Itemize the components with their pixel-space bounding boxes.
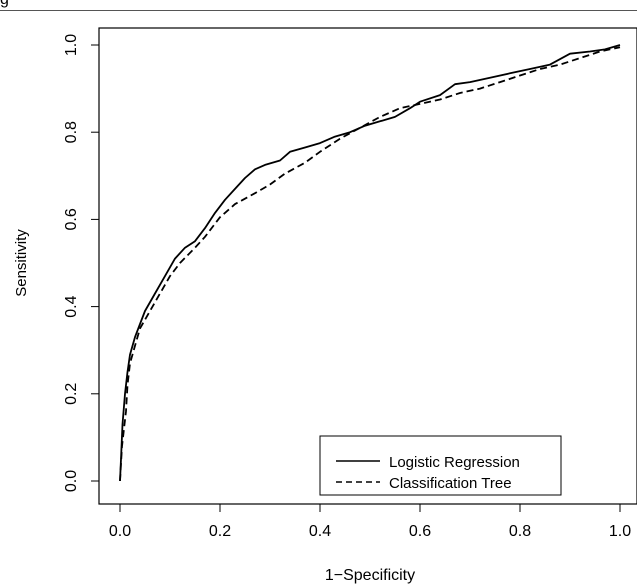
series-line-logistic-regression: [119, 44, 621, 482]
x-tick-label: 0.0: [109, 523, 131, 540]
x-tick-label: 1.0: [609, 523, 631, 540]
header-divider: [0, 10, 637, 11]
x-axis-label: 1−Specificity: [325, 567, 415, 584]
y-tick-label: 0.2: [63, 383, 80, 405]
series-line-classification-tree: [119, 46, 621, 482]
y-tick-label: 0.8: [63, 121, 80, 143]
cropped-header-text: g: [0, 0, 9, 9]
x-axis: 0.0 0.2 0.4 0.6 0.8 1.0: [109, 503, 631, 540]
legend: Logistic Regression Classification Tree: [319, 435, 562, 496]
series-layer: [119, 44, 621, 482]
legend-label-classification-tree: Classification Tree: [389, 475, 512, 492]
y-tick-label: 0.6: [63, 208, 80, 230]
y-tick-label: 0.0: [63, 470, 80, 492]
y-axis-label: Sensitivity: [13, 229, 30, 297]
y-tick-label: 0.4: [63, 295, 80, 317]
y-tick-label: 1.0: [63, 34, 80, 56]
x-tick-label: 0.4: [309, 523, 331, 540]
legend-box: [319, 435, 562, 496]
x-tick-label: 0.8: [509, 523, 531, 540]
y-axis: 0.0 0.2 0.4 0.6 0.8 1.0: [63, 34, 100, 492]
x-tick-label: 0.2: [209, 523, 231, 540]
plot-frame: [98, 27, 637, 505]
legend-label-logistic-regression: Logistic Regression: [389, 454, 520, 471]
x-tick-label: 0.6: [409, 523, 431, 540]
